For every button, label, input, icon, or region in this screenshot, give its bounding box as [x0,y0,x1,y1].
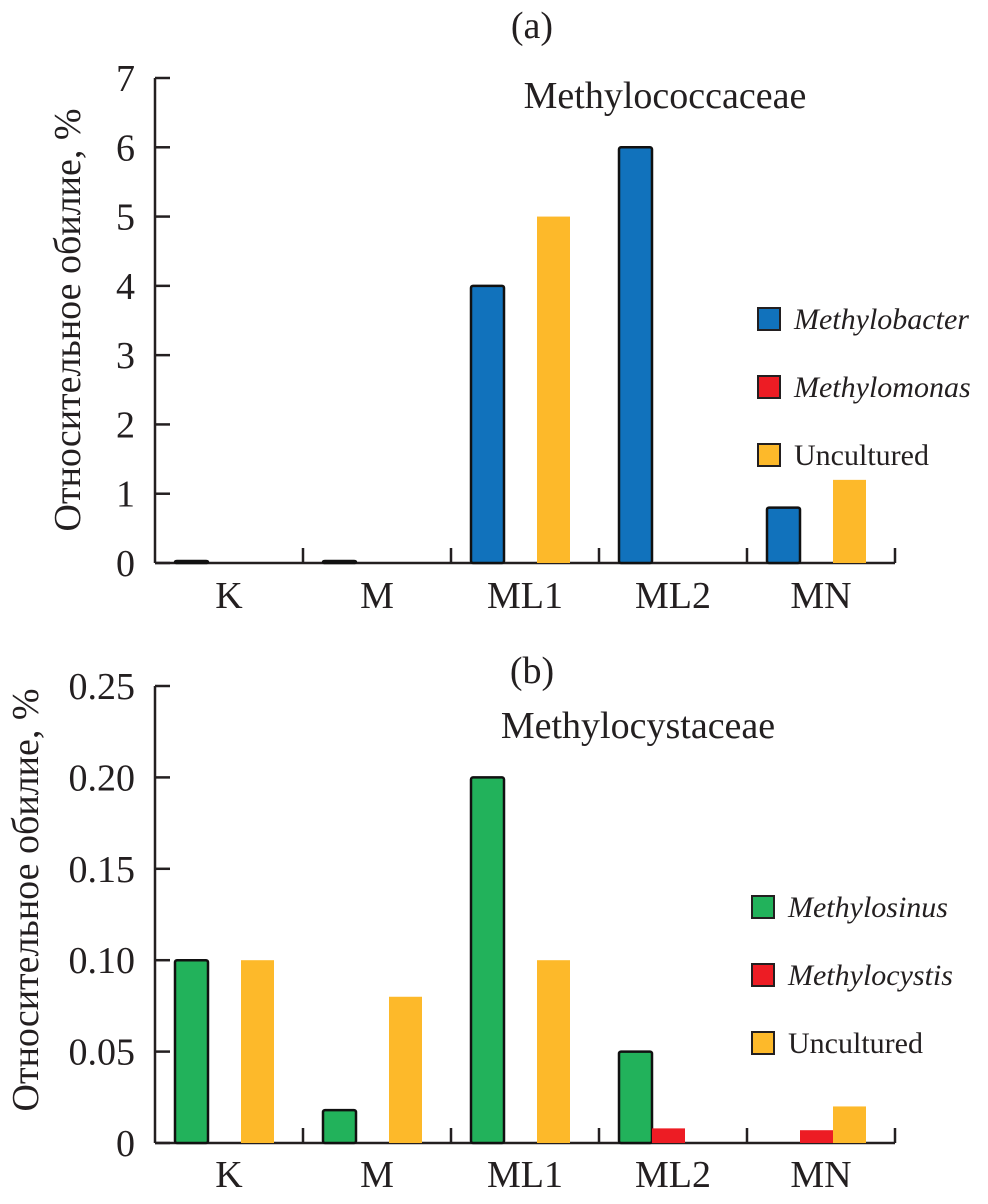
bar-methylosinus-ml2 [617,1050,654,1145]
chart-title: Methylocystaceae [501,705,775,747]
bar-uncultured-k [241,960,274,1143]
bar-methylosinus-ml1 [469,776,506,1145]
bar-methylobacter-ml2 [617,146,654,565]
bar-uncultured-mn [833,479,866,563]
x-tick-label: MN [790,575,851,617]
x-tick-label: ML2 [635,575,711,617]
bar-uncultured-ml1 [537,216,570,564]
x-tick-label: M [360,1154,394,1196]
legend-label: Methylobacter [793,303,969,336]
x-tick-label: K [215,1154,243,1196]
y-tick-label: 0.10 [69,940,136,982]
bar-methylobacter-k [173,559,210,565]
bar-methylosinus-m [321,1108,358,1145]
bar-methylosinus-k [173,958,210,1145]
legend-swatch [751,1031,775,1055]
y-tick-label: 6 [116,127,135,169]
chart-panel-a: (a) Methylococcaceae Относительное обилие,… [47,5,971,617]
x-tick-label: K [215,575,243,617]
y-tick-label: 5 [116,197,135,239]
legend-label: Methylocystis [787,959,953,992]
bar-methylocystis-mn [800,1130,833,1143]
y-tick-label: 3 [116,335,135,377]
y-tick-label: 0.25 [69,666,136,708]
y-tick-label: 4 [116,266,135,308]
y-tick-label: 0.05 [69,1032,136,1074]
y-tick-label: 0.15 [69,849,136,891]
x-tick-label: ML1 [487,1154,563,1196]
bar-methylobacter-mn [765,506,802,565]
chart-title: Methylococcaceae [524,75,807,117]
bar-methylocystis-ml2 [652,1128,685,1143]
panel-label: (a) [511,5,553,47]
bar-uncultured-mn [833,1106,866,1143]
legend-label: Methylomonas [793,371,971,404]
bar-uncultured-m [389,996,422,1143]
x-tick-label: ML2 [635,1154,711,1196]
x-tick-label: ML1 [487,575,563,617]
bar-methylobacter-ml1 [469,284,506,565]
panel-label: (b) [510,650,554,692]
x-tick-label: MN [790,1154,851,1196]
y-tick-label: 0 [116,543,135,585]
y-tick-label: 0 [116,1123,135,1165]
legend-swatch [751,895,775,919]
y-tick-label: 0.20 [69,757,136,799]
x-tick-label: M [360,575,394,617]
legend-swatch [757,307,781,331]
legend-label: Uncultured [788,1027,923,1060]
legend-swatch [757,375,781,399]
bar-uncultured-ml1 [537,960,570,1143]
legend-swatch [757,443,781,467]
y-axis-label: Относительное обилие, % [5,689,47,1112]
legend-label: Uncultured [794,439,929,472]
y-tick-label: 7 [116,58,135,100]
legend-swatch [751,963,775,987]
y-axis-label: Относительное обилие, % [47,109,89,532]
y-tick-label: 1 [116,474,135,516]
chart-panel-b: (b) Methylocystaceae Относительное обилие,… [5,650,953,1196]
bar-methylobacter-m [321,559,358,565]
y-tick-label: 2 [116,404,135,446]
legend-label: Methylosinus [787,891,948,924]
